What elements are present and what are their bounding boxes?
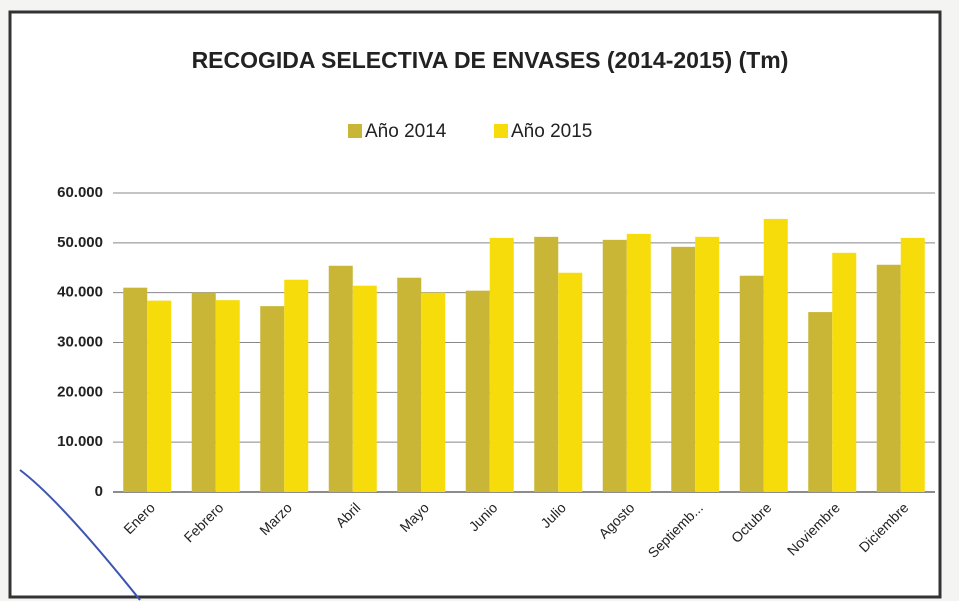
- bar: [352, 285, 377, 492]
- bar: [695, 236, 720, 492]
- bar: [215, 300, 240, 492]
- bar: [465, 290, 490, 492]
- bar: [421, 292, 446, 492]
- bar: [739, 275, 764, 492]
- legend-swatch: [494, 124, 508, 138]
- y-tick-label: 50.000: [57, 234, 103, 251]
- bar: [260, 306, 285, 492]
- bar: [489, 237, 514, 492]
- y-tick-label: 30.000: [57, 333, 103, 350]
- bar: [832, 252, 857, 492]
- bar: [147, 300, 172, 492]
- bar: [900, 237, 925, 492]
- pen-stroke: [19, 469, 141, 601]
- bar: [123, 287, 148, 492]
- y-tick-label: 40.000: [57, 284, 103, 301]
- bar: [284, 279, 309, 492]
- bar: [534, 236, 559, 492]
- bar: [558, 272, 583, 492]
- bar: [763, 218, 788, 492]
- bar: [602, 239, 627, 492]
- bar: [328, 265, 353, 492]
- bar: [191, 292, 216, 492]
- bar: [808, 312, 833, 492]
- y-tick-label: 60.000: [57, 184, 103, 201]
- bar: [397, 277, 422, 492]
- legend-label: Año 2014: [365, 121, 447, 142]
- chart-title: RECOGIDA SELECTIVA DE ENVASES (2014-2015…: [192, 47, 789, 73]
- legend-swatch: [348, 124, 362, 138]
- y-tick-label: 20.000: [57, 383, 103, 400]
- bar: [626, 233, 651, 492]
- legend-label: Año 2015: [511, 121, 592, 142]
- bar: [671, 246, 696, 492]
- bar: [876, 264, 901, 492]
- y-tick-label: 0: [95, 483, 103, 500]
- y-tick-label: 10.000: [57, 433, 103, 450]
